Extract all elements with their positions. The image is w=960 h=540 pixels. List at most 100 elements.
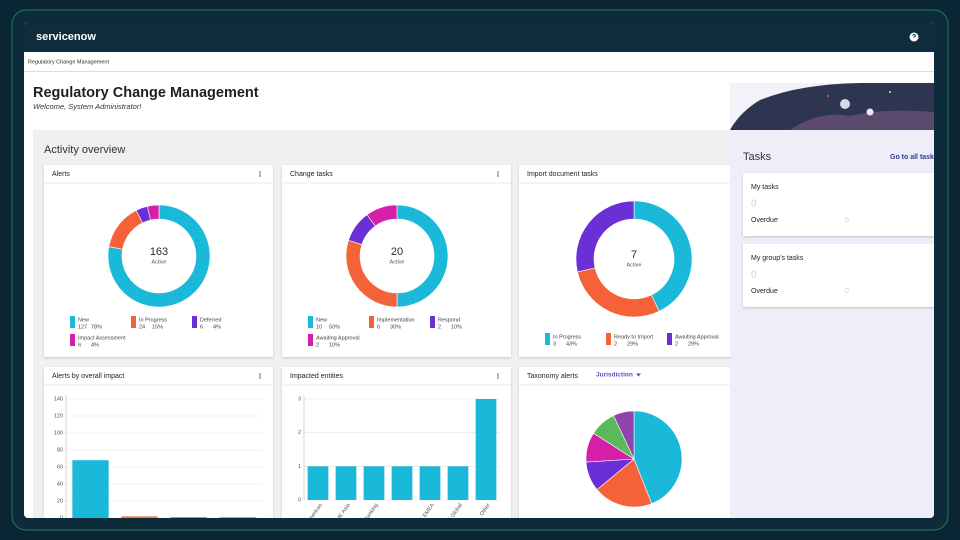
widget-card: Taxonomy alerts Jurisdiction (519, 367, 748, 518)
legend-swatch (70, 316, 75, 328)
legend-count: 3 (553, 341, 556, 347)
legend-percent: 4% (91, 342, 99, 348)
legend-percent: 43% (566, 341, 577, 347)
legend-count: 2 (438, 324, 441, 330)
overdue-count: 0 (845, 288, 849, 295)
menu-dot[interactable] (259, 375, 261, 377)
bar[interactable] (170, 517, 207, 518)
legend-label[interactable]: In Progress (553, 334, 581, 340)
legend-label[interactable]: Awaiting Approval (316, 335, 360, 341)
card-bg (519, 165, 748, 357)
donut-segment[interactable] (146, 204, 160, 221)
legend-label[interactable]: In Progress (139, 317, 167, 323)
legend-swatch (545, 333, 550, 345)
legend-swatch (369, 316, 374, 328)
menu-dot[interactable] (497, 375, 499, 377)
menu-dot[interactable] (259, 377, 261, 379)
bar[interactable] (419, 466, 441, 500)
donut-total: 20 (391, 246, 403, 258)
donut-segment[interactable] (575, 200, 635, 273)
legend-count: 2 (316, 342, 319, 348)
pie-slice[interactable] (613, 410, 635, 460)
task-card-title: My group's tasks (751, 255, 804, 262)
legend-label[interactable]: Ready to Import (614, 334, 654, 340)
bar[interactable] (121, 516, 158, 518)
card-title: Import document tasks (527, 171, 598, 178)
tasks-link[interactable]: Go to all tasks (890, 154, 938, 161)
donut-total-label: Active (152, 259, 167, 265)
card-title: Taxonomy alerts (527, 373, 578, 380)
bar[interactable] (363, 466, 385, 500)
logo[interactable]: servicenow (36, 31, 96, 43)
menu-dot[interactable] (259, 171, 261, 173)
card-title: Change tasks (290, 171, 333, 178)
legend-label[interactable]: New (316, 317, 327, 323)
legend-percent: 30% (390, 324, 401, 330)
legend-percent: 50% (329, 324, 340, 330)
task-card-title: My tasks (751, 184, 779, 191)
pie-slice[interactable] (596, 458, 653, 508)
donut-segment[interactable] (366, 204, 398, 227)
legend-swatch (192, 316, 197, 328)
bar[interactable] (447, 466, 469, 500)
legend-percent: 29% (688, 341, 699, 347)
legend-label[interactable]: Implementation (377, 317, 415, 323)
menu-dot[interactable] (259, 175, 261, 177)
dropdown-caret (636, 373, 641, 377)
overdue-count: 0 (845, 217, 849, 224)
bar[interactable] (475, 399, 497, 500)
y-tick-label: 1 (298, 464, 301, 470)
menu-dot[interactable] (497, 173, 499, 175)
bar[interactable] (335, 466, 357, 500)
y-tick-label: 3 (298, 396, 301, 402)
y-tick-label: 0 (60, 515, 63, 521)
menu-dot[interactable] (497, 373, 499, 375)
y-tick-label: 80 (57, 447, 63, 453)
card-title: Alerts (52, 171, 70, 178)
legend-label[interactable]: New (78, 317, 89, 323)
donut-total: 7 (631, 249, 637, 261)
legend-label[interactable]: Respond (438, 317, 460, 323)
legend-count: 2 (614, 341, 617, 347)
menu-dot[interactable] (259, 373, 261, 375)
screen: servicenow Regulatory Change Management … (24, 22, 943, 521)
legend-count: 6 (78, 342, 81, 348)
legend-count: 24 (139, 324, 145, 330)
page-title: Regulatory Change Management (33, 85, 259, 101)
bar[interactable] (219, 517, 256, 518)
legend-swatch (430, 316, 435, 328)
y-tick-label: 20 (57, 498, 63, 504)
pie-slice[interactable] (633, 410, 683, 505)
menu-dot[interactable] (497, 171, 499, 173)
legend-percent: 29% (627, 341, 638, 347)
legend-label[interactable]: Awaiting Approval (675, 334, 719, 340)
legend-count: 10 (316, 324, 322, 330)
breadcrumb[interactable]: Regulatory Change Management (28, 59, 109, 65)
donut-segment[interactable] (107, 204, 211, 308)
tasks-title: Tasks (743, 151, 772, 163)
task-card[interactable] (743, 173, 943, 236)
y-tick-label: 140 (54, 396, 63, 402)
task-count: 0 (751, 199, 757, 210)
task-card[interactable] (743, 244, 943, 307)
filter-dropdown[interactable]: Jurisdiction (596, 372, 633, 379)
legend-label[interactable]: Deferred (200, 317, 221, 323)
y-tick-label: 2 (298, 430, 301, 436)
donut-total-label: Active (627, 262, 642, 268)
legend-label[interactable]: Impact Assessment (78, 335, 126, 341)
bar[interactable] (72, 460, 109, 518)
task-cards: My tasks 0 Overdue 0 My group's tasks 0 Overdu… (743, 173, 943, 307)
legend-swatch (308, 316, 313, 328)
menu-dot[interactable] (259, 173, 261, 175)
help-glyph (912, 34, 916, 38)
menu-dot[interactable] (497, 175, 499, 177)
bar[interactable] (307, 466, 329, 500)
widget-card: Alerts by overall impact 0 20 40 60 80 100 120 1… (44, 367, 273, 521)
card-title: Impacted entities (290, 373, 343, 380)
legend-percent: 10% (451, 324, 462, 330)
bar[interactable] (391, 466, 413, 500)
menu-dot[interactable] (497, 377, 499, 379)
